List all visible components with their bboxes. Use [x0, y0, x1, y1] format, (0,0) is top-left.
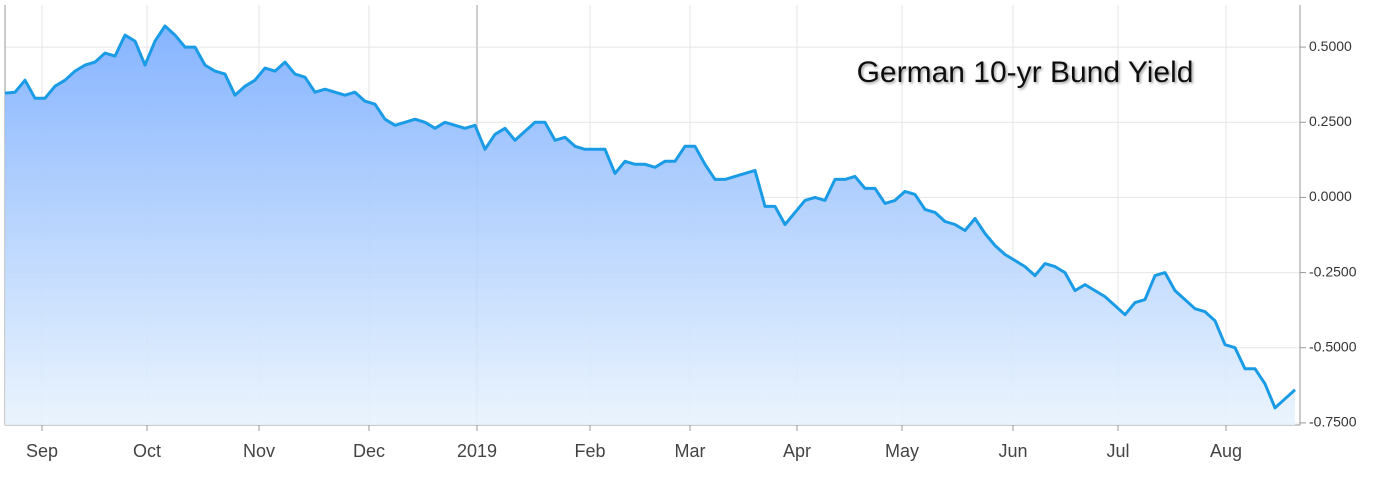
- x-tick-label: May: [885, 441, 919, 461]
- x-tick-label: Sep: [26, 441, 58, 461]
- y-tick-label: -0.7500: [1309, 414, 1357, 430]
- y-tick-label: -0.5000: [1309, 338, 1357, 354]
- x-tick-label: Feb: [574, 441, 605, 461]
- y-tick-label: 0.0000: [1309, 188, 1352, 204]
- plot: [4, 24, 1297, 425]
- x-tick-label: Oct: [133, 441, 161, 461]
- x-tick-label: Jun: [998, 441, 1027, 461]
- x-tick-label: 2019: [457, 441, 497, 461]
- line: [4, 24, 1297, 410]
- x-tick-label: Dec: [353, 441, 385, 461]
- y-tick-label: -0.2500: [1309, 263, 1357, 279]
- x-tick-label: Mar: [675, 441, 706, 461]
- x-tick-label: Apr: [783, 441, 811, 461]
- x-tick-label: Jul: [1106, 441, 1129, 461]
- y-tick-label: 0.5000: [1309, 38, 1352, 54]
- chart-title: German 10-yr Bund Yield: [857, 56, 1194, 89]
- y-tick-label: 0.2500: [1309, 113, 1352, 129]
- x-tick-label: Aug: [1210, 441, 1242, 461]
- x-tick-label: Nov: [243, 441, 275, 461]
- area-fill: [5, 26, 1295, 425]
